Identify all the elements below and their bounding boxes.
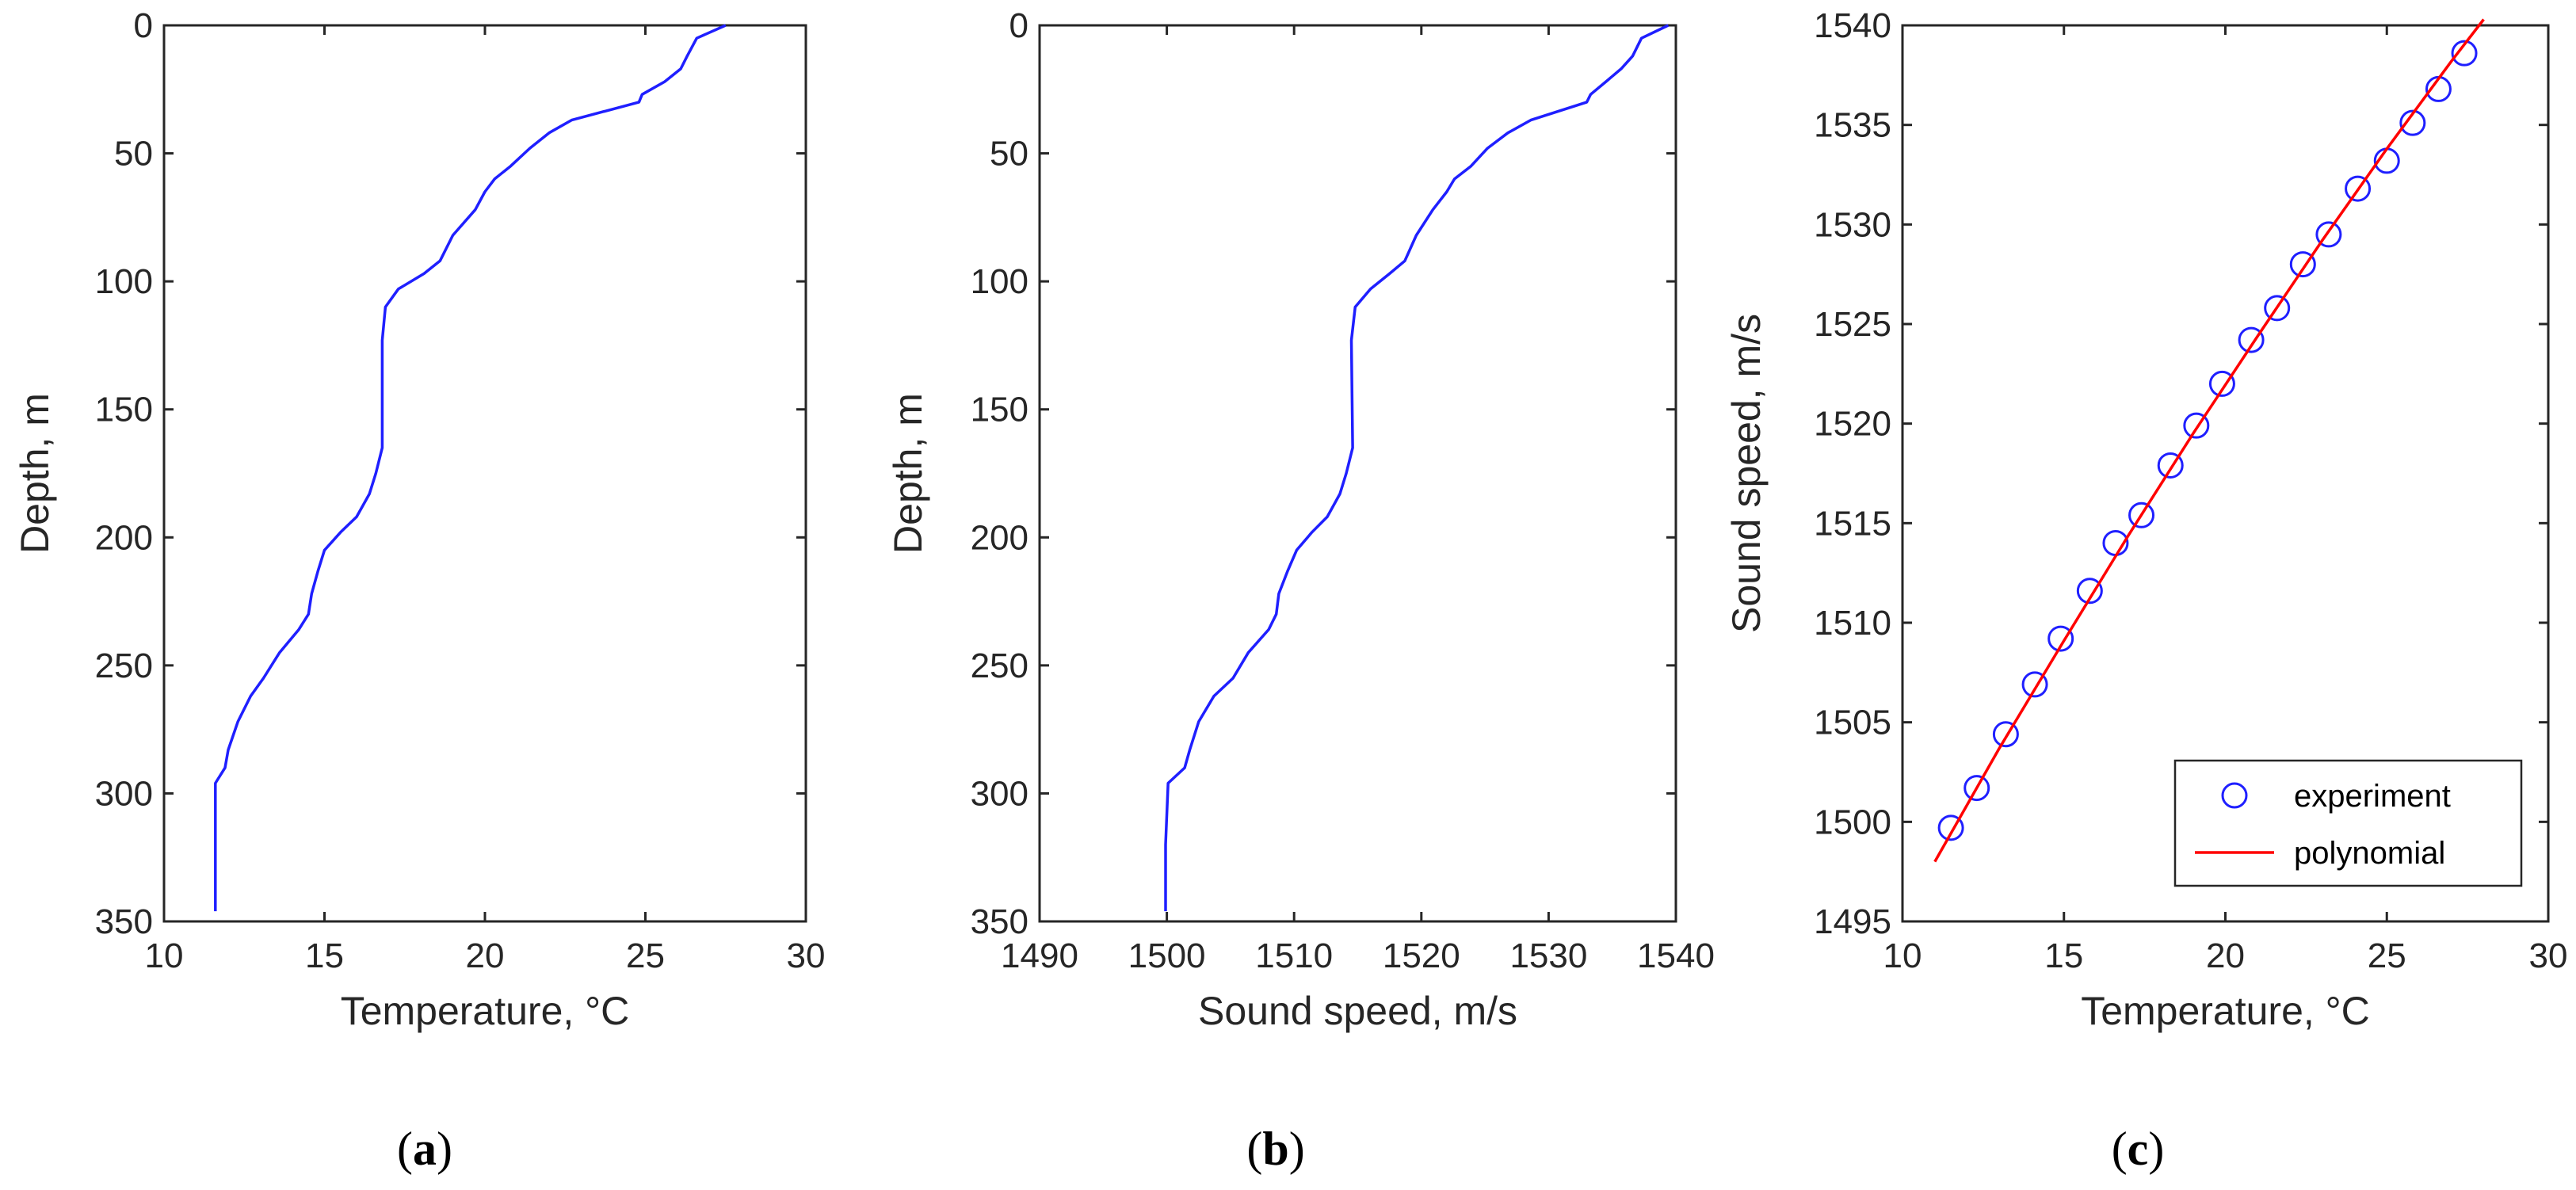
x-tick-label: 1520: [1383, 936, 1460, 975]
legend-label: experiment: [2294, 779, 2451, 814]
x-tick-label: 15: [2044, 936, 2083, 975]
experiment-point: [2157, 452, 2184, 479]
x-tick-label: 1500: [1128, 936, 1206, 975]
x-tick-label: 30: [787, 936, 826, 975]
x-tick-label: 1540: [1637, 936, 1715, 975]
y-tick-label: 250: [971, 646, 1028, 685]
caption-close-paren: ): [437, 1123, 452, 1175]
y-tick-label: 0: [134, 6, 153, 45]
plot-area-frame: [162, 24, 807, 923]
legend-marker-experiment: [2221, 782, 2248, 809]
y-tick-label: 200: [971, 518, 1028, 557]
panel-caption: (c): [2112, 1123, 2165, 1175]
y-tick-label: 150: [971, 391, 1028, 429]
y-tick-label: 50: [114, 135, 153, 174]
panel-caption: (b): [1246, 1123, 1304, 1175]
experiment-point: [1937, 814, 1964, 841]
y-tick-label: 100: [971, 262, 1028, 301]
experiment-point: [1992, 721, 2019, 748]
y-tick-label: 1540: [1814, 6, 1891, 45]
y-tick-label: 1505: [1814, 704, 1891, 742]
caption-open-paren: (: [397, 1123, 413, 1175]
experiment-point: [2289, 251, 2316, 278]
legend-box: [2173, 759, 2523, 887]
y-tick-label: 1495: [1814, 902, 1891, 941]
x-tick-label: 10: [1883, 936, 1922, 975]
legend: experiment polynomial: [2173, 759, 2523, 887]
legend-label: polynomial: [2294, 836, 2445, 871]
caption-close-paren: ): [1289, 1123, 1305, 1175]
y-tick-label: 50: [990, 135, 1028, 174]
y-tick-label: 1520: [1814, 405, 1891, 444]
y-axis-label: Sound speed, m/s: [1724, 314, 1769, 633]
x-axis-label: Sound speed, m/s: [1198, 989, 1517, 1033]
panel-b: 1490 1500 1510 1520 1530 1540 0 50 100 150 200 250 3…: [886, 6, 1715, 1175]
y-tick-label: 350: [971, 902, 1028, 941]
y-tick-label: 100: [95, 262, 153, 301]
y-tick-label: 1500: [1814, 803, 1891, 841]
y-tick-label: 300: [971, 774, 1028, 813]
y-tick-label: 1510: [1814, 604, 1891, 643]
experiment-point: [2208, 370, 2235, 397]
experiment-point: [2315, 221, 2342, 248]
panel-c: 10 15 20 25 30149515001505151015151520152515…: [1724, 6, 2567, 1175]
experiment-point: [2076, 578, 2103, 605]
experiment-point: [2345, 175, 2372, 202]
y-axis-label: Depth, m: [13, 393, 57, 554]
caption-letter: c: [2128, 1123, 2149, 1175]
x-axis-label: Temperature, °C: [341, 989, 630, 1033]
x-tick-label: 20: [2206, 936, 2245, 975]
y-tick-label: 1515: [1814, 504, 1891, 543]
polynomial-line: [1933, 18, 2485, 863]
y-axis-label: Depth, m: [886, 393, 930, 554]
profile-line: [214, 24, 727, 912]
y-tick-label: 1535: [1814, 106, 1891, 145]
experiment-point: [2021, 671, 2048, 698]
experiment-point: [2451, 40, 2478, 67]
experiment-point: [2264, 295, 2291, 322]
x-axis-label: Temperature, °C: [2081, 989, 2370, 1033]
x-tick-label: 25: [2368, 936, 2406, 975]
x-tick-label: 30: [2529, 936, 2568, 975]
caption-letter: b: [1262, 1123, 1288, 1175]
experiment-point: [2399, 109, 2426, 136]
x-tick-label: 15: [305, 936, 344, 975]
caption-close-paren: ): [2148, 1123, 2164, 1175]
y-tick-label: 300: [95, 774, 153, 813]
panel-a: 10 15 20 25 30050100150200250300350Temperatu…: [13, 6, 825, 1175]
y-tick-label: 150: [95, 391, 153, 429]
x-tick-label: 25: [626, 936, 665, 975]
x-tick-label: 20: [466, 936, 505, 975]
plot-area-frame: [1038, 24, 1677, 923]
profile-line: [1164, 24, 1670, 912]
experiment-point: [2128, 502, 2155, 528]
experiment-point: [1963, 775, 1990, 802]
y-tick-label: 1530: [1814, 205, 1891, 244]
x-tick-label: 10: [145, 936, 184, 975]
panel-caption: (a): [397, 1123, 452, 1175]
caption-letter: a: [413, 1123, 437, 1175]
caption-open-paren: (: [1246, 1123, 1262, 1175]
y-tick-label: 200: [95, 518, 153, 557]
caption-open-paren: (: [2112, 1123, 2128, 1175]
y-tick-label: 1525: [1814, 305, 1891, 344]
experiment-point: [2047, 625, 2074, 652]
y-tick-label: 350: [95, 902, 153, 941]
x-tick-label: 1490: [1001, 936, 1078, 975]
y-tick-label: 250: [95, 646, 153, 685]
x-tick-label: 1510: [1255, 936, 1333, 975]
experiment-point: [2183, 412, 2210, 439]
y-tick-label: 0: [1009, 6, 1028, 45]
experiment-point: [2238, 326, 2265, 353]
x-tick-label: 1530: [1509, 936, 1587, 975]
